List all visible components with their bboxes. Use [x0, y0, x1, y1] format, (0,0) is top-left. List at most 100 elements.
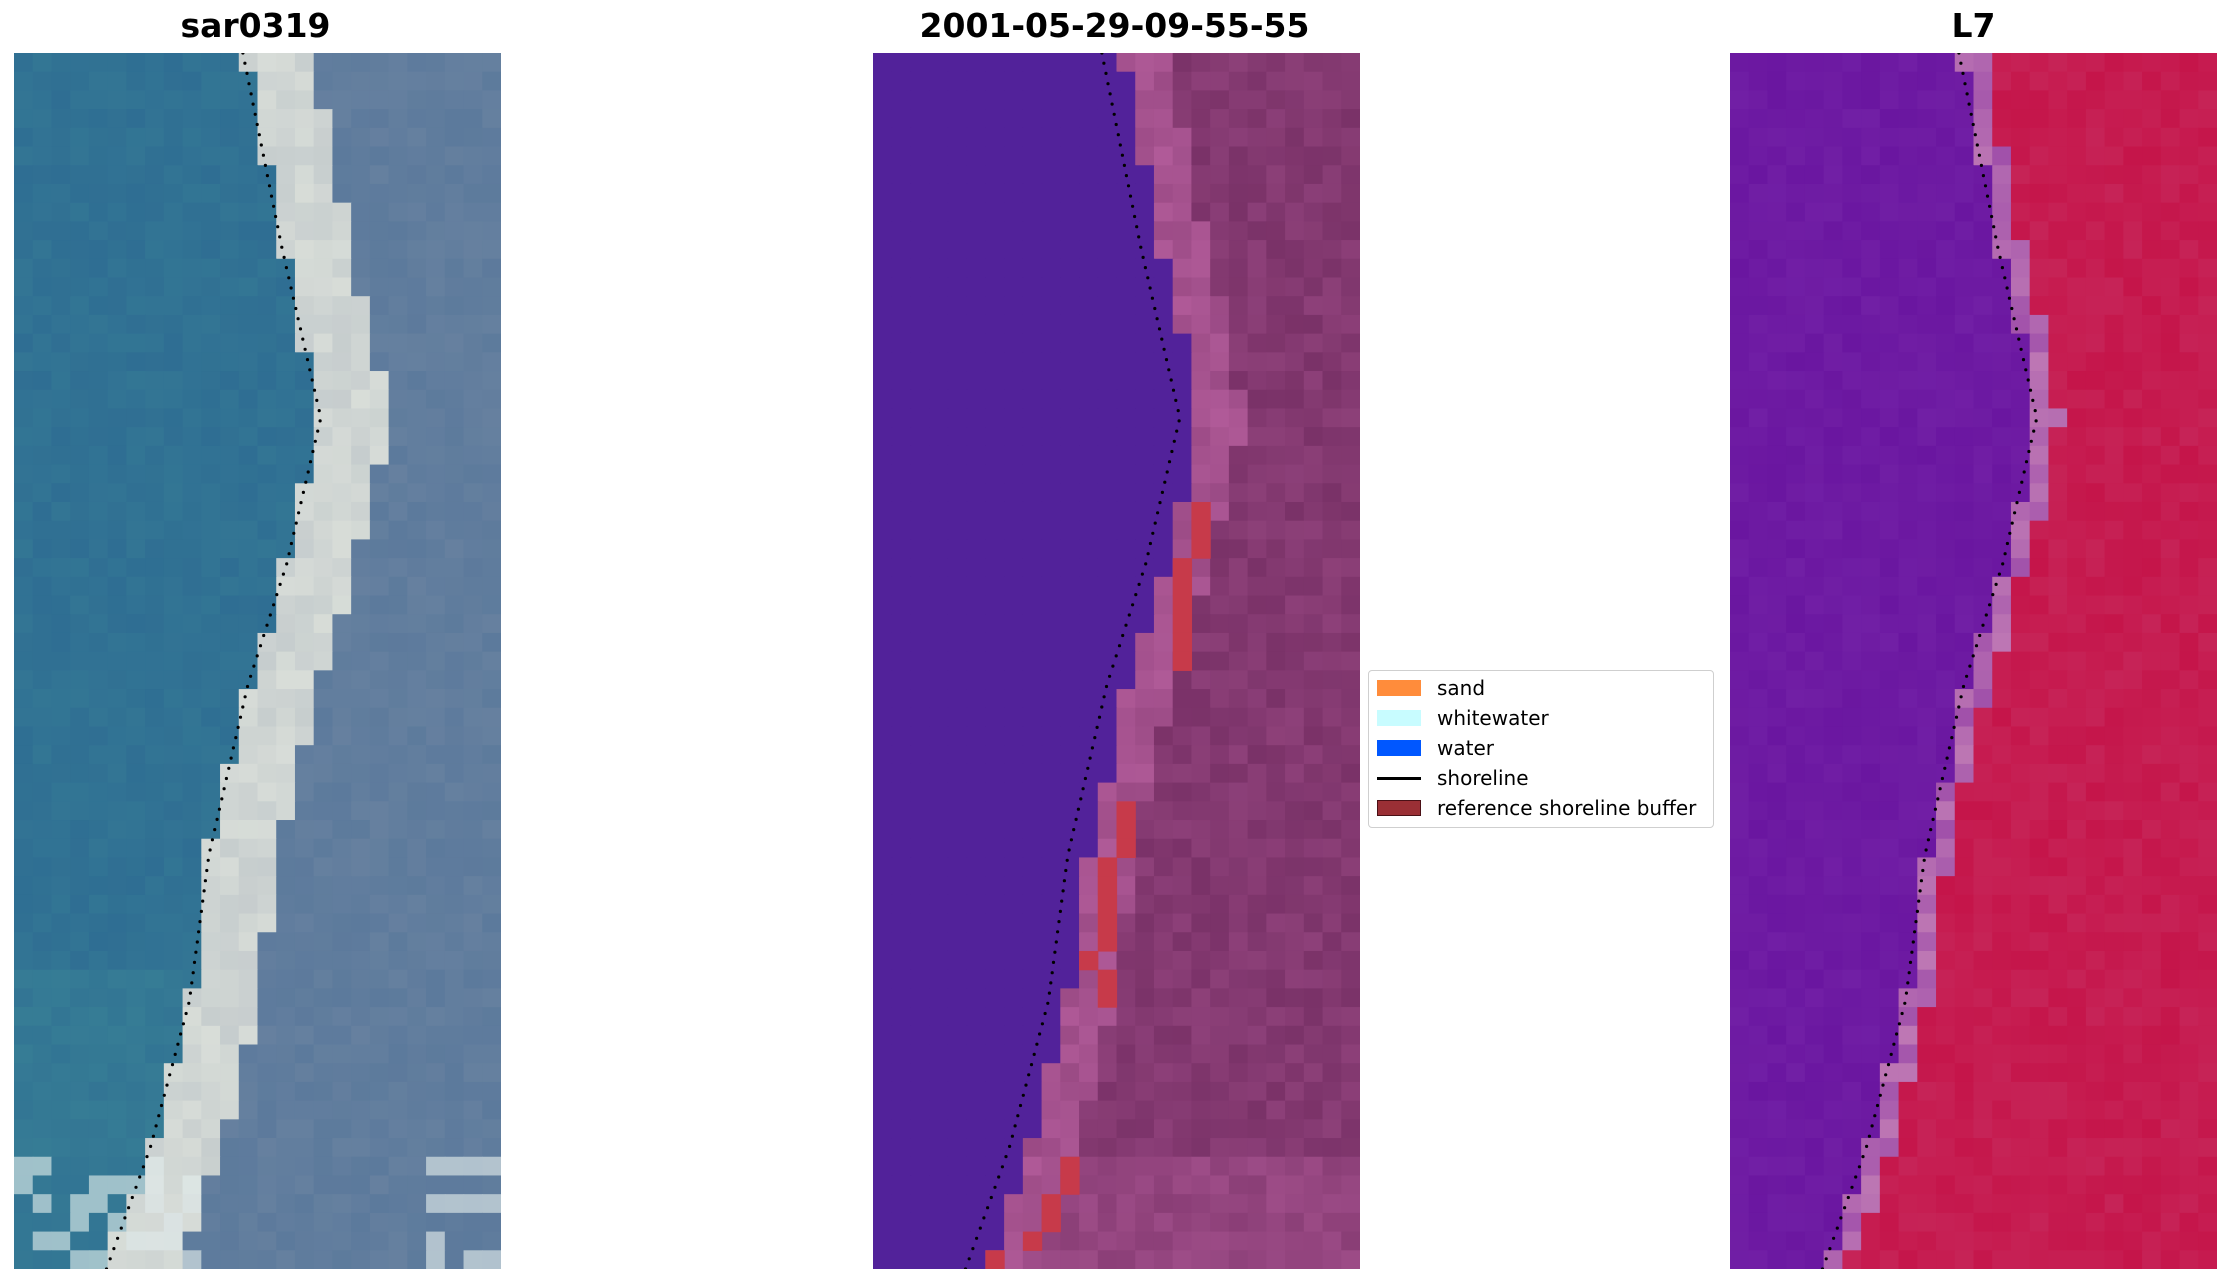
pixel [1022, 988, 1043, 1008]
pixel [294, 352, 315, 372]
pixel [1097, 127, 1118, 148]
pixel [1786, 258, 1806, 279]
shoreline-point [310, 378, 314, 382]
pixel [1341, 221, 1360, 241]
pixel [1842, 371, 1862, 391]
pixel [313, 1063, 334, 1083]
pixel [2179, 894, 2199, 915]
pixel [1191, 277, 1211, 297]
pixel [910, 445, 930, 466]
pixel [1786, 894, 1806, 915]
pixel [182, 90, 202, 110]
pixel [1303, 632, 1324, 653]
pixel [1172, 950, 1193, 971]
pixel [313, 408, 334, 428]
pixel [1191, 202, 1211, 222]
pixel [910, 71, 930, 92]
pixel [1303, 389, 1324, 410]
pixel [1861, 689, 1881, 709]
pixel [1228, 1063, 1249, 1083]
shoreline-point [1079, 797, 1083, 801]
pixel [1303, 296, 1324, 316]
pixel [1228, 1025, 1249, 1046]
pixel [1879, 408, 1900, 428]
pixel [313, 445, 334, 466]
pixel [163, 670, 184, 690]
pixel [444, 352, 465, 372]
pixel [145, 90, 165, 110]
shoreline-point [138, 1175, 142, 1179]
pixel [51, 1081, 71, 1102]
pixel [2198, 202, 2217, 222]
pixel [70, 595, 90, 615]
pixel [351, 1081, 371, 1102]
pixel [1172, 988, 1193, 1008]
pixel [966, 801, 986, 821]
pixel [2067, 483, 2087, 503]
pixel [1060, 1119, 1080, 1139]
pixel [2160, 632, 2181, 653]
pixel [463, 333, 483, 353]
pixel [163, 1138, 184, 1158]
pixel [2104, 352, 2124, 372]
pixel [51, 109, 71, 129]
pixel [163, 183, 184, 204]
shoreline-point [315, 398, 319, 402]
shoreline-point [243, 695, 247, 699]
pixel [2123, 483, 2143, 503]
pixel [1730, 857, 1750, 877]
pixel [1936, 445, 1956, 466]
pixel [313, 932, 334, 952]
pixel [1823, 726, 1843, 746]
pixel [2048, 333, 2068, 353]
pixel [1153, 1250, 1174, 1269]
pixel [426, 988, 446, 1008]
pixel [14, 614, 34, 634]
pixel [369, 258, 390, 279]
pixel [910, 1212, 930, 1233]
pixel [426, 632, 446, 653]
shoreline-point [249, 674, 253, 678]
pixel [1228, 520, 1249, 540]
pixel [32, 763, 53, 784]
pixel [966, 277, 986, 297]
shoreline-point [1170, 449, 1174, 454]
pixel [1153, 1025, 1174, 1046]
pixel [1210, 520, 1230, 540]
pixel [220, 1138, 240, 1158]
pixel [32, 857, 53, 877]
pixel [88, 371, 109, 391]
pixel [369, 932, 390, 952]
pixel [1172, 389, 1193, 410]
pixel [1210, 670, 1230, 690]
pixel [1954, 857, 1975, 877]
pixel [1228, 670, 1249, 690]
pixel [257, 1212, 277, 1233]
pixel [313, 894, 334, 915]
pixel [966, 1194, 986, 1214]
pixel [2067, 202, 2087, 222]
pixel [1973, 501, 1993, 522]
pixel [2085, 333, 2106, 353]
pixel [276, 1156, 296, 1177]
pixel [2067, 707, 2087, 728]
pixel [1135, 726, 1155, 746]
pixel [14, 53, 34, 73]
pixel [1730, 183, 1750, 204]
pixel [182, 1100, 202, 1120]
pixel [1097, 389, 1118, 410]
pixel [313, 857, 334, 877]
pixel [1172, 1063, 1193, 1083]
pixel [1022, 427, 1043, 447]
pixel [1748, 726, 1769, 746]
pixel [1936, 109, 1956, 129]
pixel [985, 857, 1005, 877]
pixel [1322, 352, 1342, 372]
pixel [351, 1063, 371, 1083]
pixel [1097, 689, 1118, 709]
pixel [1004, 1100, 1024, 1120]
pixel [107, 71, 127, 92]
pixel [1210, 127, 1230, 148]
pixel [388, 183, 408, 204]
pixel [51, 782, 71, 802]
